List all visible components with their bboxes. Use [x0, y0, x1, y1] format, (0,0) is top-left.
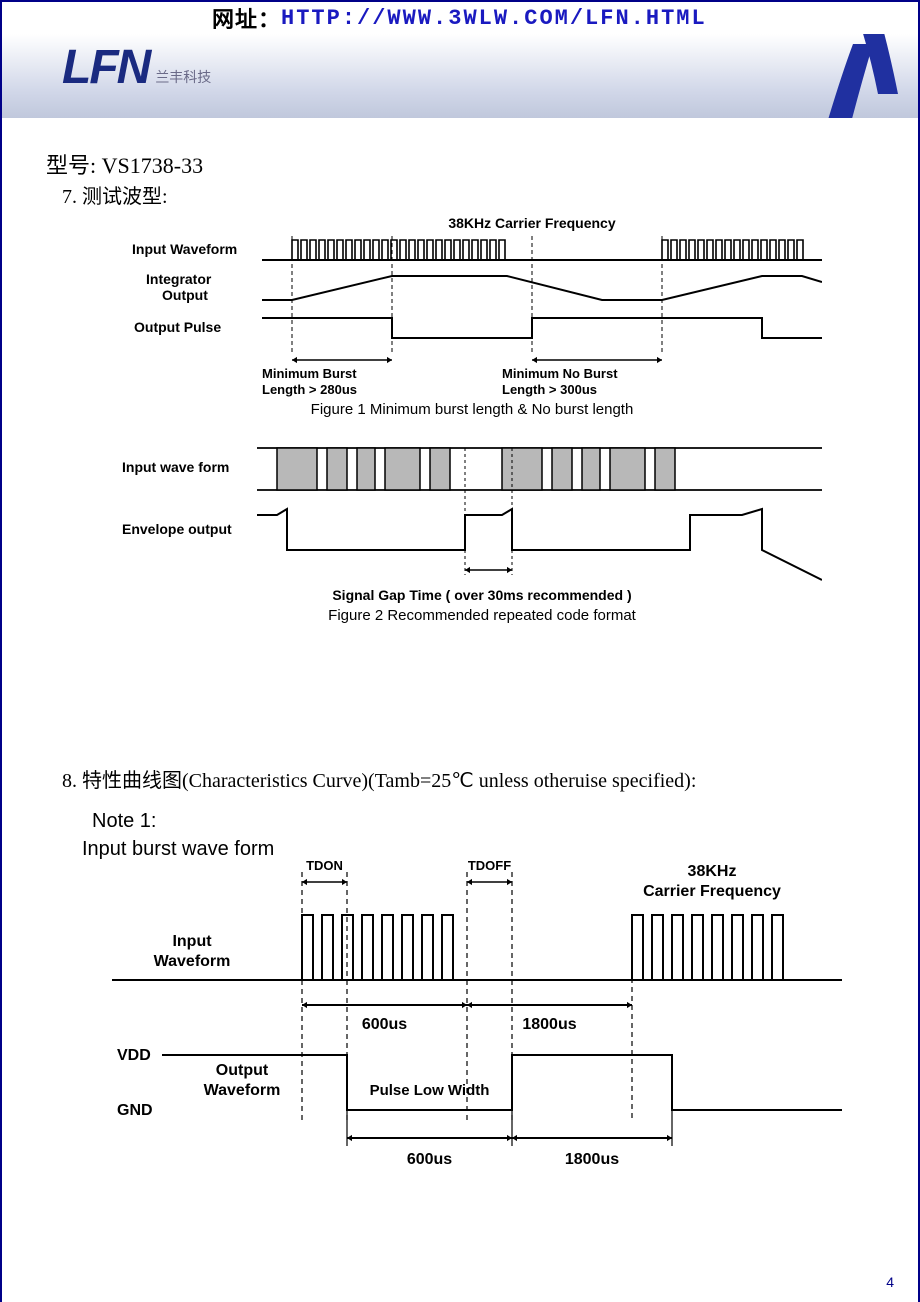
logo-text: LFN	[62, 40, 149, 95]
svg-text:Integrator: Integrator	[146, 271, 212, 287]
svg-text:Waveform: Waveform	[154, 953, 231, 970]
figure-3: TDON TDOFF 38KHz Carrier Frequency Input Wave…	[72, 860, 852, 1240]
svg-text:Input wave form: Input wave form	[122, 459, 229, 475]
model-line: 型号: VS1738-33	[46, 148, 203, 180]
svg-text:Pulse Low Width: Pulse Low Width	[370, 1082, 490, 1099]
svg-text:TDON: TDON	[306, 860, 343, 873]
section8-title: 8. 特性曲线图(Characteristics Curve)(Tamb=25℃…	[62, 764, 696, 793]
svg-text:Input Waveform: Input Waveform	[132, 241, 237, 257]
svg-text:1800us: 1800us	[565, 1151, 619, 1168]
page-number: 4	[886, 1274, 894, 1290]
figure-2: Input wave form Envelope output Signal Gap…	[102, 430, 822, 650]
svg-text:600us: 600us	[407, 1151, 452, 1168]
svg-text:Length > 280us: Length > 280us	[262, 382, 357, 397]
svg-text:Waveform: Waveform	[204, 1082, 281, 1099]
svg-text:Signal Gap Time ( over 30ms re: Signal Gap Time ( over 30ms recommended …	[332, 587, 631, 603]
header-band: LFN 兰丰科技	[2, 34, 918, 118]
model-label: 型号:	[46, 153, 96, 178]
model-value: VS1738-33	[102, 153, 203, 178]
note1b-label: Input burst wave form	[82, 838, 274, 861]
url-bar: 网址： HTTP://WWW.3WLW.COM/LFN.HTML	[2, 0, 918, 34]
note1-label: Note 1:	[92, 810, 156, 833]
svg-text:Output: Output	[162, 287, 208, 303]
svg-text:Length > 300us: Length > 300us	[502, 382, 597, 397]
logo-subtitle: 兰丰科技	[155, 67, 211, 87]
figure-1: 38KHz Carrier Frequency Input Waveform Int…	[102, 210, 822, 430]
svg-text:Minimum Burst: Minimum Burst	[262, 366, 357, 381]
svg-text:1800us: 1800us	[522, 1016, 576, 1033]
svg-text:Figure 1 Minimum burst length: Figure 1 Minimum burst length & No burst…	[311, 401, 634, 418]
svg-text:38KHz: 38KHz	[688, 863, 737, 880]
logo-swoosh-icon	[798, 34, 918, 118]
svg-text:GND: GND	[117, 1102, 153, 1119]
svg-text:38KHz Carrier Frequency: 38KHz Carrier Frequency	[448, 215, 616, 231]
svg-text:Carrier Frequency: Carrier Frequency	[643, 883, 781, 900]
svg-text:Envelope output: Envelope output	[122, 521, 232, 537]
url-label: 网址：	[212, 2, 281, 34]
svg-text:Minimum No Burst: Minimum No Burst	[502, 366, 618, 381]
section7-title: 7. 测试波型:	[62, 180, 168, 209]
svg-text:TDOFF: TDOFF	[468, 860, 511, 873]
svg-text:600us: 600us	[362, 1016, 407, 1033]
svg-text:Input: Input	[172, 933, 212, 950]
svg-text:Output: Output	[216, 1062, 269, 1079]
svg-text:Output Pulse: Output Pulse	[134, 319, 221, 335]
url-text: HTTP://WWW.3WLW.COM/LFN.HTML	[281, 6, 707, 31]
logo: LFN 兰丰科技	[62, 40, 211, 95]
page: 网址： HTTP://WWW.3WLW.COM/LFN.HTML LFN 兰丰科…	[0, 0, 920, 1302]
svg-text:VDD: VDD	[117, 1047, 151, 1064]
svg-text:Figure 2 Recommended repeated: Figure 2 Recommended repeated code forma…	[328, 607, 637, 624]
